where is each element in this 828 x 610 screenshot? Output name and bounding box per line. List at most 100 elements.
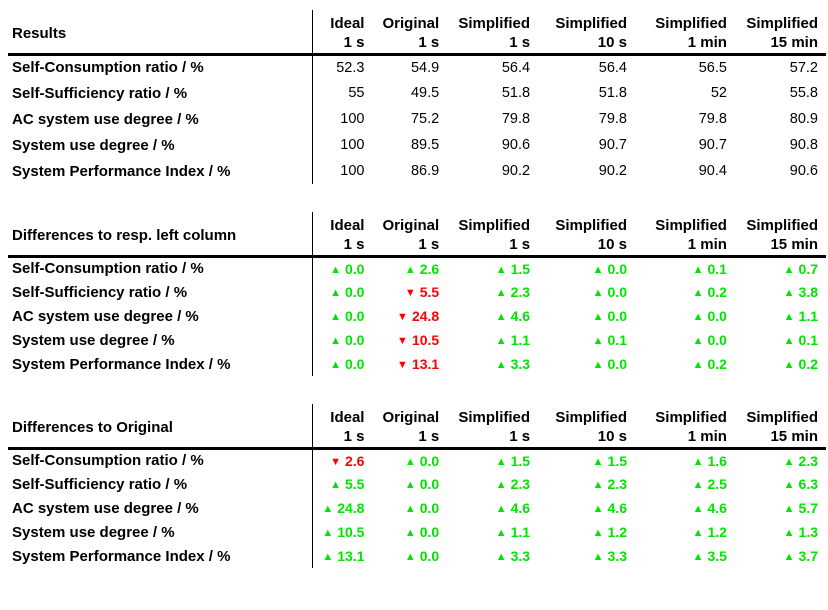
down-triangle-icon: ▼ (330, 455, 341, 468)
diff-value: 5.5 (419, 284, 440, 300)
up-triangle-icon: ▲ (783, 287, 795, 299)
diff-cell: ▲ 4.6 (439, 496, 530, 520)
column-header-timestep: 15 min (770, 33, 818, 51)
up-triangle-icon: ▲ (783, 335, 795, 347)
diff-cell: ▲ 3.3 (439, 352, 530, 376)
diff-value: 0.0 (345, 356, 365, 372)
value-cell: 51.8 (501, 85, 531, 101)
column-header-timestep: 1 s (509, 427, 531, 445)
diff-value: 1.5 (510, 260, 531, 277)
diff-cell: ▲ 1.5 (439, 256, 530, 280)
diff-value: 10.5 (337, 524, 365, 540)
diff-cell: ▲ 3.7 (727, 544, 826, 568)
diff-value: 1.1 (510, 332, 531, 348)
table-row: Self-Consumption ratio / % ▼ 2.6 ▲ 0.0 ▲ 1.5 ▲ 1… (8, 448, 826, 472)
diff-cell: ▲ 0.0 (364, 520, 439, 544)
table-row: System use degree / % 100 89.5 90.6 90.7 90.7… (8, 132, 826, 158)
diff-cell: ▲ 0.0 (530, 304, 627, 328)
table-row: Self-Consumption ratio / % 52.3 54.9 56.4 56… (8, 54, 826, 80)
table-row: Self-Consumption ratio / % ▲ 0.0 ▲ 2.6 ▲ 1.5 ▲ 0… (8, 256, 826, 280)
diff-value: 3.7 (798, 548, 818, 564)
column-header-model: Original (382, 15, 440, 32)
row-label: Self-Consumption ratio / % (12, 260, 204, 278)
table-row: AC system use degree / % 100 75.2 79.8 79.8 7… (8, 106, 826, 132)
diff-value: 0.0 (419, 524, 440, 540)
up-triangle-icon: ▲ (404, 263, 416, 276)
column-header-timestep: 1 s (418, 235, 440, 253)
diff-value: 5.5 (345, 476, 365, 492)
table-body: Self-Consumption ratio / % ▲ 0.0 ▲ 2.6 ▲ 1.5 ▲ 0… (8, 256, 826, 376)
value-cell: 89.5 (410, 137, 440, 153)
diff-cell: ▲ 0.0 (530, 352, 627, 376)
table-row: AC system use degree / % ▲ 24.8 ▲ 0.0 ▲ 4.6 ▲ 4.… (8, 496, 826, 520)
up-triangle-icon: ▲ (783, 311, 795, 323)
up-triangle-icon: ▲ (322, 503, 334, 515)
diff-cell: ▲ 2.6 (364, 256, 439, 280)
header-step-row: 1 s 1 s 1 s 10 s 1 min 15 min (8, 426, 826, 448)
value-cell: 75.2 (410, 111, 440, 127)
table-row: AC system use degree / % ▲ 0.0 ▼ 24.8 ▲ 4.6 ▲ 0.… (8, 304, 826, 328)
row-label: System use degree / % (12, 331, 175, 349)
diff-cell: ▲ 1.5 (530, 448, 627, 472)
value-cell: 90.2 (501, 163, 531, 179)
column-header-timestep: 1 min (687, 33, 727, 51)
up-triangle-icon: ▲ (692, 359, 704, 371)
diff-value: 2.3 (607, 476, 627, 492)
diff-value: 1.2 (707, 524, 727, 540)
up-triangle-icon: ▲ (592, 455, 604, 468)
up-triangle-icon: ▲ (692, 311, 704, 323)
value-cell: 79.8 (698, 111, 727, 127)
table-row: System use degree / % ▲ 0.0 ▼ 10.5 ▲ 1.1 ▲ 0.1 ▲ 0… (8, 328, 826, 352)
column-header-timestep: 15 min (770, 235, 818, 253)
row-label: Self-Consumption ratio / % (12, 59, 204, 77)
diff-value: 2.6 (345, 452, 365, 469)
diff-cell: ▲ 0.0 (312, 328, 365, 352)
table-body: Self-Consumption ratio / % ▼ 2.6 ▲ 0.0 ▲ 1.5 ▲ 1… (8, 448, 826, 568)
value-cell: 80.9 (789, 111, 818, 127)
report-table-2: Differences to resp. left column Ideal Ori… (8, 212, 826, 376)
diff-cell: ▲ 1.2 (530, 520, 627, 544)
column-header-model: Simplified (458, 409, 531, 426)
row-label: AC system use degree / % (12, 499, 199, 517)
column-header-timestep: 1 min (687, 235, 727, 253)
value-cell: 54.9 (410, 59, 440, 76)
value-cell: 79.8 (598, 111, 627, 127)
diff-cell: ▲ 1.1 (439, 328, 530, 352)
diff-value: 0.0 (345, 260, 365, 277)
column-header-model: Simplified (746, 15, 818, 32)
up-triangle-icon: ▲ (783, 359, 795, 371)
column-header-timestep: 1 s (509, 235, 531, 253)
header-step-row: 1 s 1 s 1 s 10 s 1 min 15 min (8, 234, 826, 256)
column-header-timestep: 10 s (597, 235, 627, 253)
diff-cell: ▲ 0.1 (530, 328, 627, 352)
diff-value: 1.6 (707, 452, 727, 469)
diff-value: 3.3 (510, 356, 531, 372)
header-model-row: Differences to resp. left column Ideal Ori… (8, 212, 826, 244)
diff-value: 6.3 (798, 476, 818, 492)
diff-value: 0.0 (607, 356, 627, 372)
diff-cell: ▲ 1.2 (627, 520, 727, 544)
up-triangle-icon: ▲ (783, 503, 795, 515)
column-header-timestep: 1 min (687, 427, 727, 445)
column-header-model: Simplified (458, 217, 531, 234)
diff-cell: ▲ 3.3 (530, 544, 627, 568)
diff-value: 24.8 (337, 500, 365, 516)
column-header-timestep: 10 s (597, 33, 627, 51)
diff-cell: ▲ 0.2 (727, 352, 826, 376)
row-label: Self-Sufficiency ratio / % (12, 475, 188, 493)
value-cell: 100 (312, 132, 365, 158)
row-label: System Performance Index / % (12, 355, 231, 373)
diff-cell: ▲ 2.3 (727, 448, 826, 472)
report-table-1: Results Ideal Original Simplified Simplified… (8, 10, 826, 184)
value-cell: 100 (312, 158, 365, 184)
diff-value: 2.3 (510, 476, 531, 492)
diff-value: 1.2 (607, 524, 627, 540)
value-cell: 90.7 (598, 137, 627, 153)
up-triangle-icon: ▲ (404, 551, 416, 563)
up-triangle-icon: ▲ (404, 503, 416, 515)
up-triangle-icon: ▲ (692, 479, 704, 491)
diff-cell: ▲ 2.3 (530, 472, 627, 496)
column-header-model: Ideal (312, 10, 365, 32)
column-header-timestep: 1 s (509, 33, 531, 51)
down-triangle-icon: ▼ (397, 311, 408, 323)
